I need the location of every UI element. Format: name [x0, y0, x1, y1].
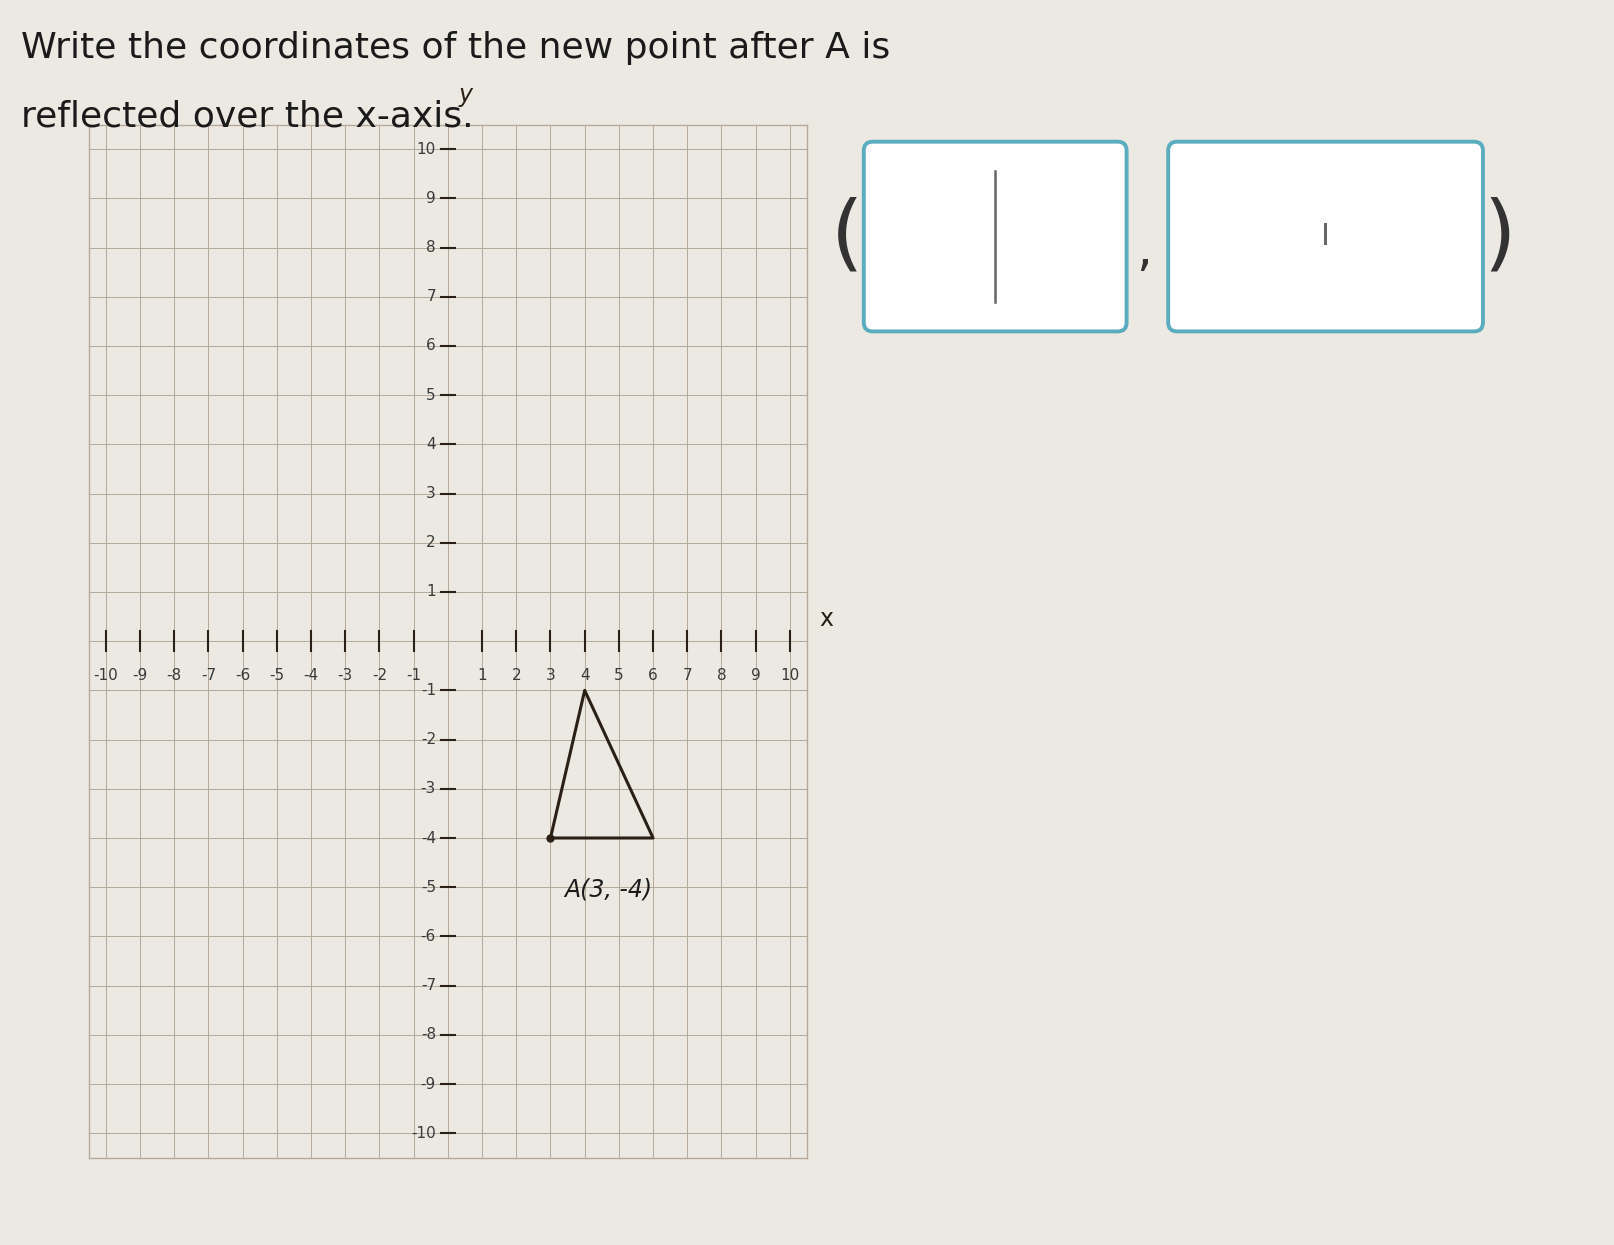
Text: -8: -8	[421, 1027, 436, 1042]
Text: reflected over the x-axis.: reflected over the x-axis.	[21, 100, 473, 133]
Text: -6: -6	[421, 929, 436, 944]
Text: -5: -5	[421, 880, 436, 895]
Text: ,: ,	[1136, 228, 1152, 275]
Text: 9: 9	[426, 190, 436, 205]
Text: -1: -1	[421, 682, 436, 698]
Text: -9: -9	[132, 669, 148, 684]
FancyBboxPatch shape	[863, 142, 1127, 331]
Text: -2: -2	[371, 669, 387, 684]
Text: -4: -4	[303, 669, 318, 684]
Text: -8: -8	[166, 669, 182, 684]
Text: 8: 8	[717, 669, 726, 684]
Text: -3: -3	[337, 669, 353, 684]
Text: -9: -9	[421, 1077, 436, 1092]
Text: Write the coordinates of the new point after A is: Write the coordinates of the new point a…	[21, 31, 891, 65]
Text: x: x	[818, 608, 833, 631]
Text: -2: -2	[421, 732, 436, 747]
Text: 6: 6	[426, 339, 436, 354]
Text: 3: 3	[546, 669, 555, 684]
Text: 5: 5	[426, 387, 436, 402]
Text: 4: 4	[426, 437, 436, 452]
Text: 1: 1	[426, 584, 436, 600]
Text: 4: 4	[579, 669, 589, 684]
Text: 10: 10	[416, 142, 436, 157]
Text: 6: 6	[649, 669, 659, 684]
Text: A(3, -4): A(3, -4)	[565, 878, 652, 901]
Text: 8: 8	[426, 240, 436, 255]
Text: ): )	[1483, 195, 1516, 278]
Text: I: I	[1322, 222, 1330, 251]
Text: 2: 2	[426, 535, 436, 550]
Text: 9: 9	[751, 669, 760, 684]
Text: 10: 10	[780, 669, 799, 684]
Text: -5: -5	[270, 669, 284, 684]
Text: 7: 7	[683, 669, 692, 684]
Text: (: (	[831, 195, 863, 278]
Text: -1: -1	[407, 669, 421, 684]
FancyBboxPatch shape	[1169, 142, 1483, 331]
Text: 1: 1	[478, 669, 487, 684]
Text: 2: 2	[512, 669, 521, 684]
Text: -7: -7	[421, 979, 436, 994]
Text: 3: 3	[426, 486, 436, 500]
Text: 5: 5	[613, 669, 623, 684]
Text: -10: -10	[412, 1125, 436, 1140]
Text: y: y	[458, 83, 473, 107]
Text: -4: -4	[421, 830, 436, 845]
Text: -7: -7	[200, 669, 216, 684]
Text: -3: -3	[421, 782, 436, 797]
Text: -10: -10	[94, 669, 118, 684]
Text: 7: 7	[426, 289, 436, 304]
Text: -6: -6	[236, 669, 250, 684]
